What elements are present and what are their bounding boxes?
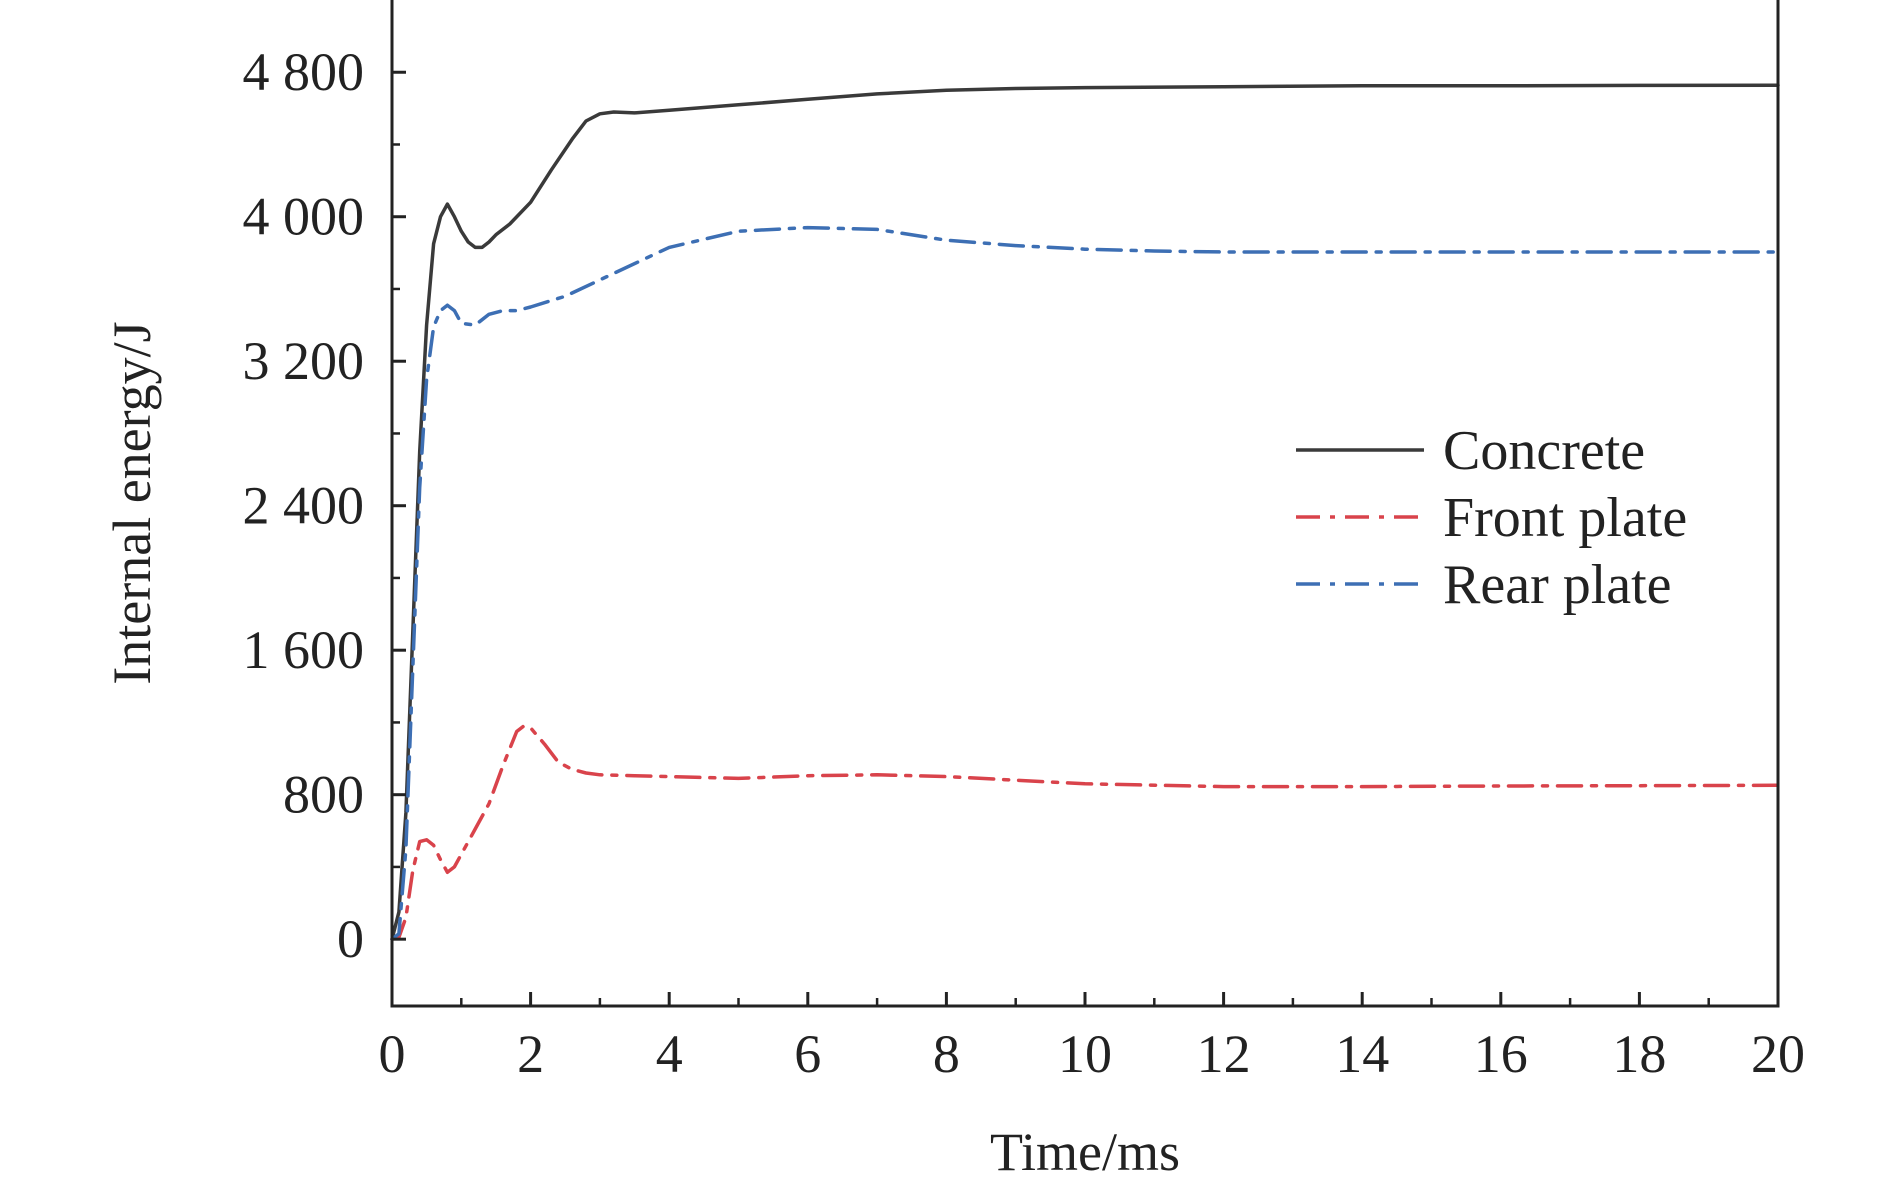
x-tick-label: 4 <box>656 1024 683 1084</box>
x-tick-label: 0 <box>379 1024 406 1084</box>
y-tick-label: 1 600 <box>243 620 365 680</box>
y-tick-label: 4 800 <box>243 42 365 102</box>
x-tick-label: 8 <box>933 1024 960 1084</box>
series-line-1 <box>390 83 1780 941</box>
series-line-3 <box>390 225 1780 941</box>
legend-label-1: Concrete <box>1443 420 1645 482</box>
y-tick-label: 4 000 <box>243 187 365 247</box>
legend-label-2: Front plate <box>1443 487 1687 549</box>
x-tick-label: 16 <box>1474 1024 1528 1084</box>
x-axis-title: Time/ms <box>990 1122 1180 1182</box>
legend-label-3: Rear plate <box>1443 554 1672 616</box>
y-tick-label: 800 <box>283 765 364 825</box>
y-axis-title: Internal energy/J <box>102 321 162 684</box>
x-tick-label: 2 <box>517 1024 544 1084</box>
y-tick-label: 0 <box>337 909 364 969</box>
y-tick-label: 3 200 <box>243 331 365 391</box>
x-tick-label: 20 <box>1751 1024 1805 1084</box>
x-tick-label: 14 <box>1335 1024 1389 1084</box>
y-tick-label: 2 400 <box>243 476 365 536</box>
x-tick-label: 6 <box>794 1024 821 1084</box>
x-tick-label: 10 <box>1058 1024 1112 1084</box>
y-axis-ticks: 0 800 1 600 2 400 3 200 4 000 4 800 <box>243 42 406 969</box>
x-tick-label: 12 <box>1197 1024 1251 1084</box>
series-layer <box>390 83 1780 941</box>
x-tick-label: 18 <box>1612 1024 1666 1084</box>
series-line-2 <box>390 724 1780 941</box>
x-axis-ticks: 0 2 4 6 8 10 12 14 16 18 20 <box>379 992 1805 1084</box>
